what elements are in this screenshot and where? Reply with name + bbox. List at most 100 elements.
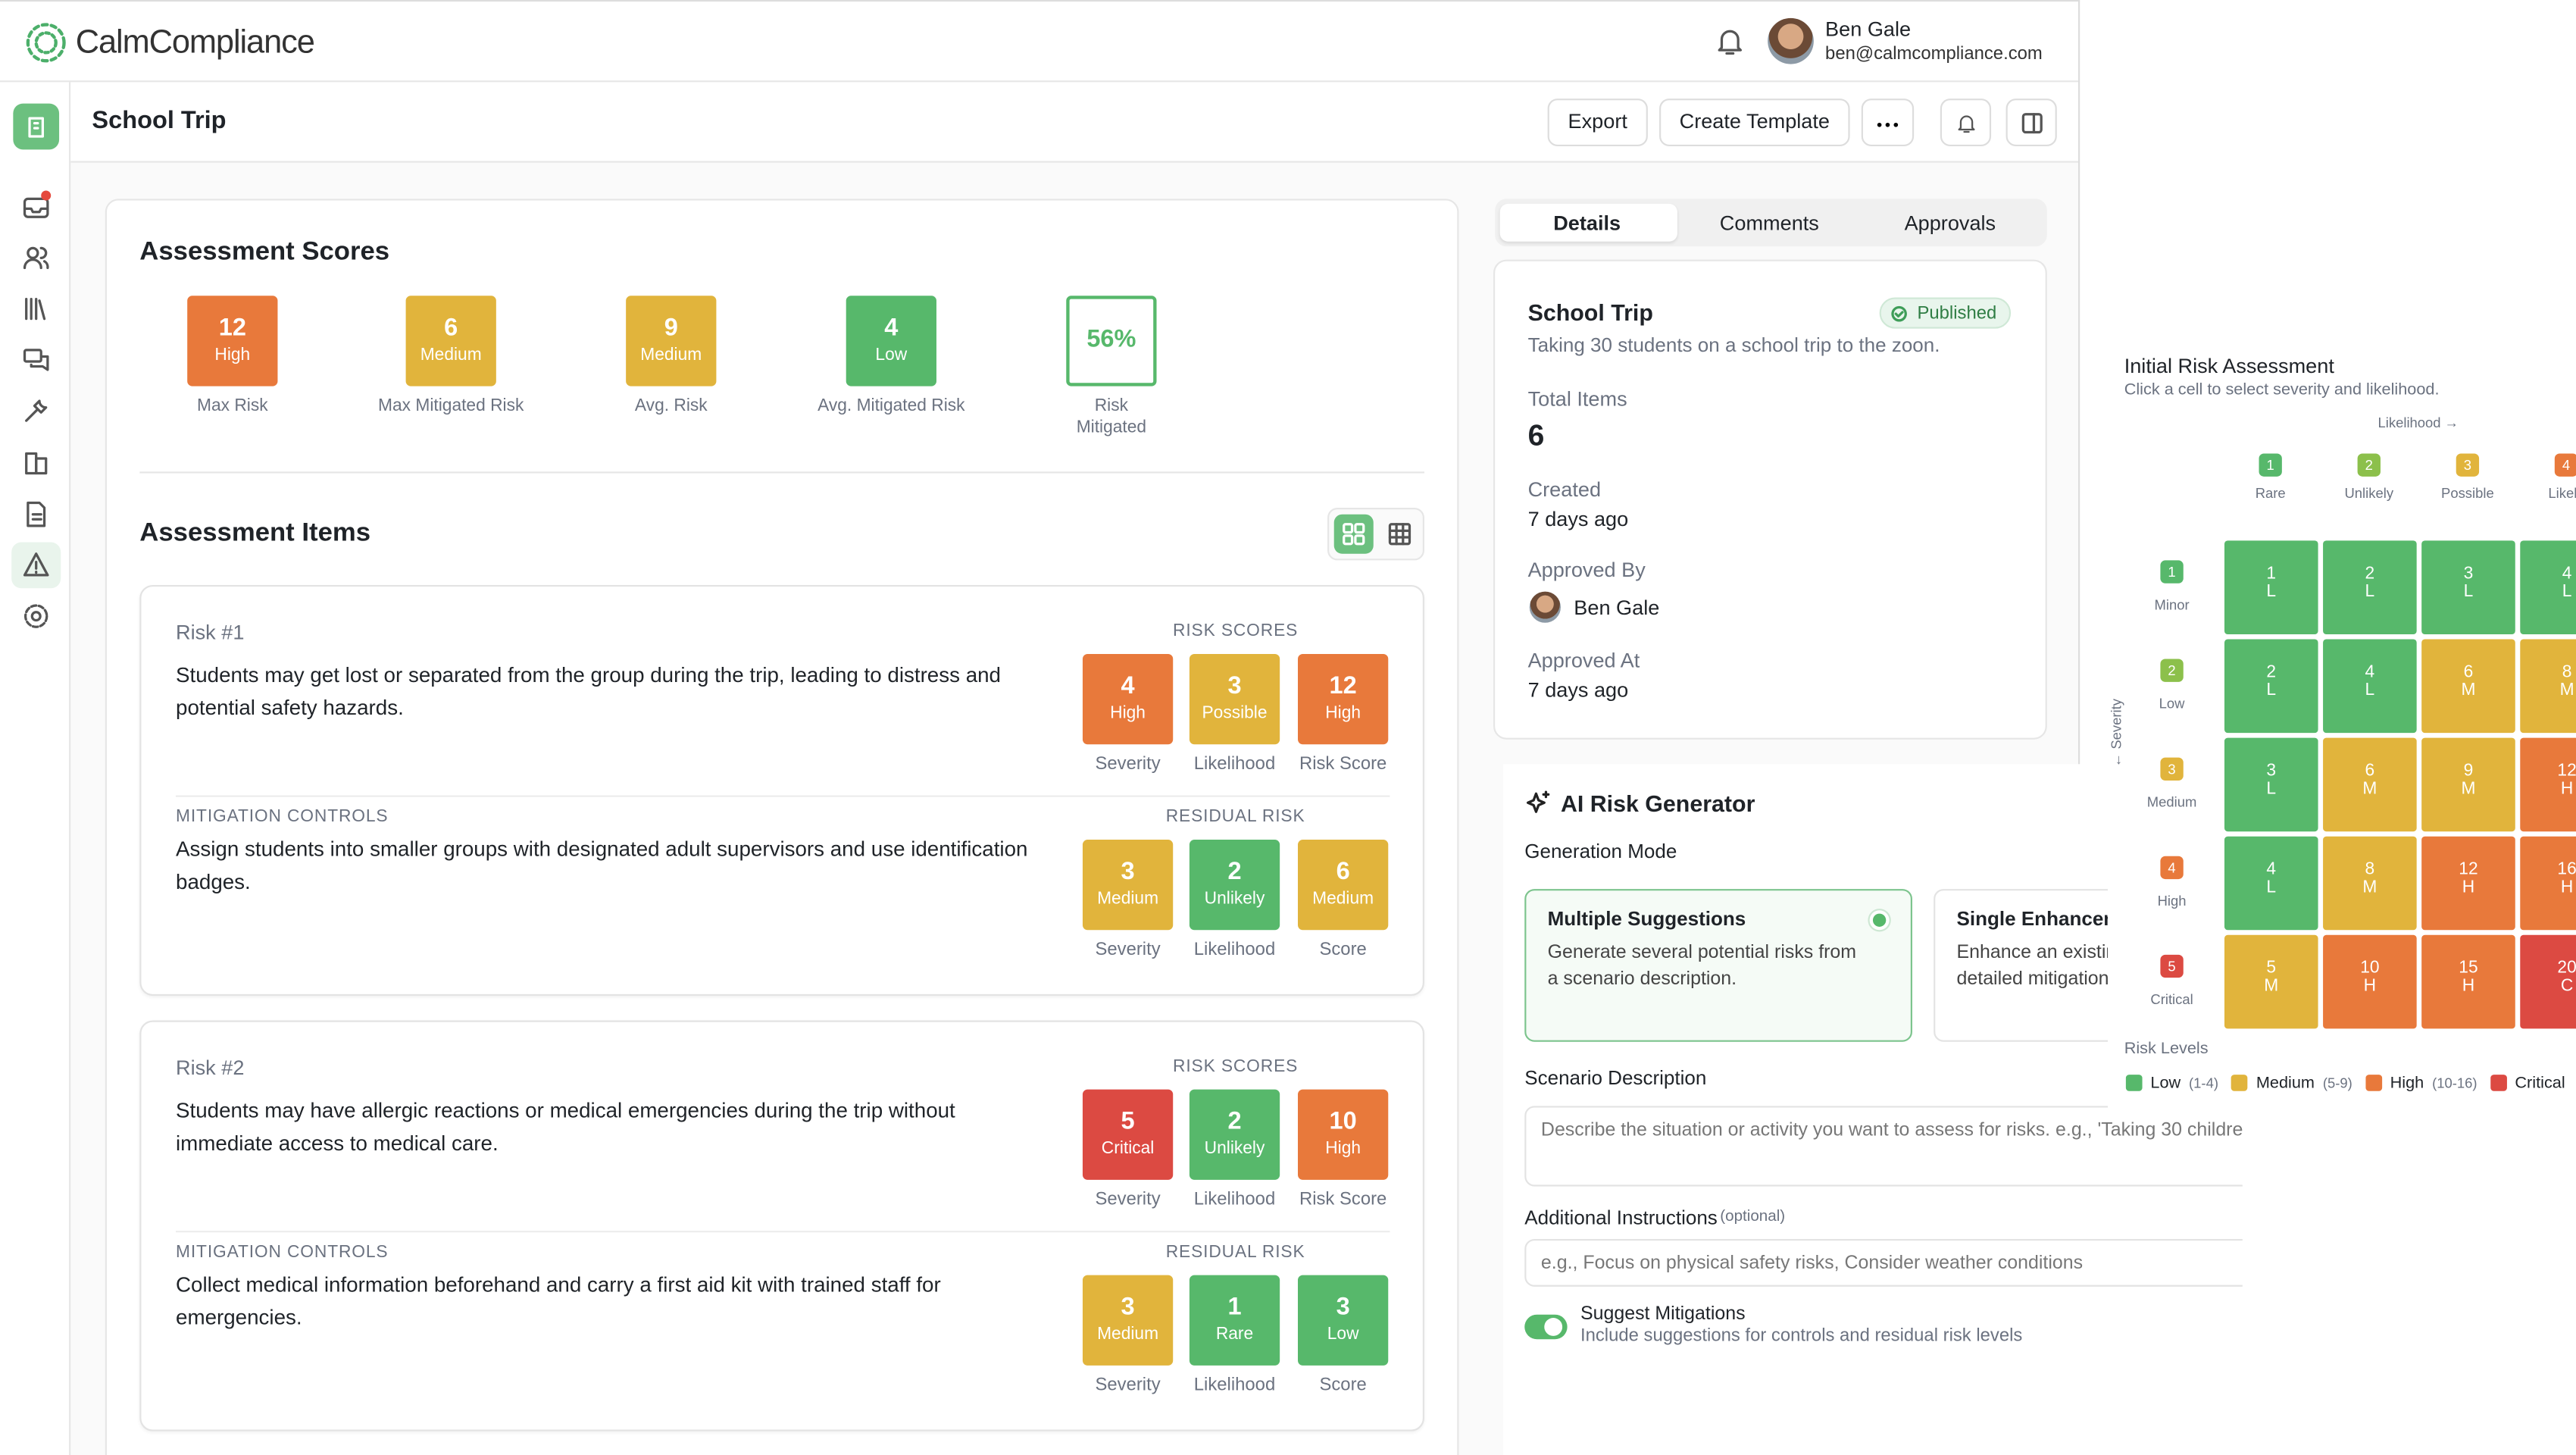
tile-label: Risk Score <box>1299 754 1387 774</box>
likelihood-label: Rare <box>2255 484 2286 502</box>
grid-view-button[interactable] <box>1333 514 1374 554</box>
cell-score: 4 <box>2266 859 2277 880</box>
document-icon[interactable] <box>21 499 51 529</box>
score-tile: 3 Possible <box>1189 654 1280 745</box>
cell-level: M <box>2559 680 2574 700</box>
legend-swatch <box>2490 1075 2507 1091</box>
cell-level: M <box>2461 778 2476 799</box>
mode-card[interactable]: Multiple Suggestions Generate several pot… <box>1524 889 1912 1042</box>
field-value: 6 <box>1527 418 1545 452</box>
matrix-cell[interactable]: 10 H <box>2323 934 2417 1029</box>
cell-score: 15 <box>2459 958 2478 978</box>
score-tile: 5 Critical <box>1082 1089 1174 1180</box>
mitigation-label: MITIGATION CONTROLS <box>176 806 389 827</box>
score-tile: 3 Medium <box>1082 1275 1174 1366</box>
cell-level: M <box>2461 680 2476 700</box>
tab[interactable]: Details <box>1553 211 1621 234</box>
cell-score: 8 <box>2365 859 2375 880</box>
badge-number: 4 <box>2562 456 2571 474</box>
score-tile: 12 High <box>187 296 278 386</box>
cell-level: L <box>2266 778 2277 799</box>
more-button[interactable] <box>1861 99 1915 146</box>
user-email: ben@calmcompliance.com <box>1825 44 2043 64</box>
y-axis-label: ← Severity <box>2108 699 2124 768</box>
score-value: 56% <box>1086 325 1136 354</box>
risk-card: Risk #1 Students may get lost or separate… <box>139 584 1424 997</box>
tools-icon[interactable] <box>21 396 51 426</box>
matrix-cell[interactable]: 12 H <box>2520 737 2576 832</box>
field-label: Total Items <box>1527 387 1627 411</box>
risk-text: Students may get lost or separated from … <box>176 662 1002 720</box>
risk-icon[interactable] <box>21 550 51 580</box>
matrix-cell[interactable]: 15 H <box>2421 934 2515 1029</box>
cell-score: 16 <box>2557 859 2576 880</box>
table-view-button[interactable] <box>1380 515 1419 554</box>
matrix-cell[interactable]: 16 H <box>2520 836 2576 931</box>
bell <box>1958 115 1975 133</box>
scenario-input[interactable]: Describe the situation or activity you w… <box>1524 1106 2243 1187</box>
matrix-cell[interactable]: 20 C <box>2520 934 2576 1029</box>
risk-card: Risk #2 Students may have allergic reacti… <box>139 1020 1424 1432</box>
alerts-button[interactable] <box>1940 99 1992 146</box>
user-avatar[interactable] <box>1768 17 1814 64</box>
workspace-logo[interactable] <box>13 103 60 150</box>
panel-toggle-button[interactable] <box>2005 99 2057 146</box>
scores-title: Assessment Scores <box>139 238 390 267</box>
tile-label: Likelihood <box>1193 754 1276 774</box>
chat-icon[interactable] <box>21 345 51 374</box>
mitigation-toggle[interactable] <box>1524 1314 1568 1340</box>
score-tile: 2 Unlikely <box>1189 840 1280 931</box>
users-icon[interactable] <box>21 243 51 273</box>
grid-icon <box>1343 523 1365 546</box>
tab[interactable]: Approvals <box>1904 211 1996 234</box>
legend-range: (1-4) <box>2189 1075 2218 1091</box>
notifications-icon[interactable] <box>1714 25 1746 58</box>
create-template-button[interactable]: Create Template <box>1659 99 1850 146</box>
score-value: 3 <box>1336 1293 1350 1322</box>
instructions-optional: (optional) <box>1720 1207 1786 1226</box>
export-button[interactable]: Export <box>1547 99 1648 146</box>
score-value: 6 <box>444 314 458 343</box>
score-tile: 2 Unlikely <box>1189 1089 1280 1180</box>
score-tile: 1 Rare <box>1189 1275 1280 1366</box>
cell-level: L <box>2562 581 2572 602</box>
settings-icon[interactable] <box>21 602 51 631</box>
score-value: 5 <box>1121 1107 1135 1136</box>
matrix-cell[interactable]: 12 H <box>2421 836 2515 931</box>
instructions-input[interactable]: e.g., Focus on physical safety risks, Co… <box>1524 1238 2243 1287</box>
score-value: 9 <box>664 314 678 343</box>
buildings-icon[interactable] <box>21 449 51 478</box>
score-tile: 9 Medium <box>626 296 717 386</box>
cell-level: L <box>2365 581 2375 602</box>
ai-title: AI Risk Generator <box>1560 790 1755 817</box>
score-tile: 6 Medium <box>405 296 496 386</box>
tab[interactable]: Comments <box>1719 211 1819 234</box>
likelihood-label: Possible <box>2441 484 2494 502</box>
score-level: Critical <box>1101 1138 1155 1159</box>
tabs: Details Comments Approvals <box>1495 199 2047 247</box>
score-tile: 4 Low <box>846 296 936 386</box>
score-value: 3 <box>1121 1293 1135 1322</box>
tile-label: Likelihood <box>1193 940 1276 960</box>
inbox-icon[interactable] <box>21 192 51 222</box>
table-icon <box>1388 523 1411 546</box>
divider <box>176 795 1390 797</box>
score-tile: 56% <box>1066 296 1157 386</box>
library-icon[interactable] <box>21 294 51 324</box>
field-label: Created <box>1527 477 1602 502</box>
